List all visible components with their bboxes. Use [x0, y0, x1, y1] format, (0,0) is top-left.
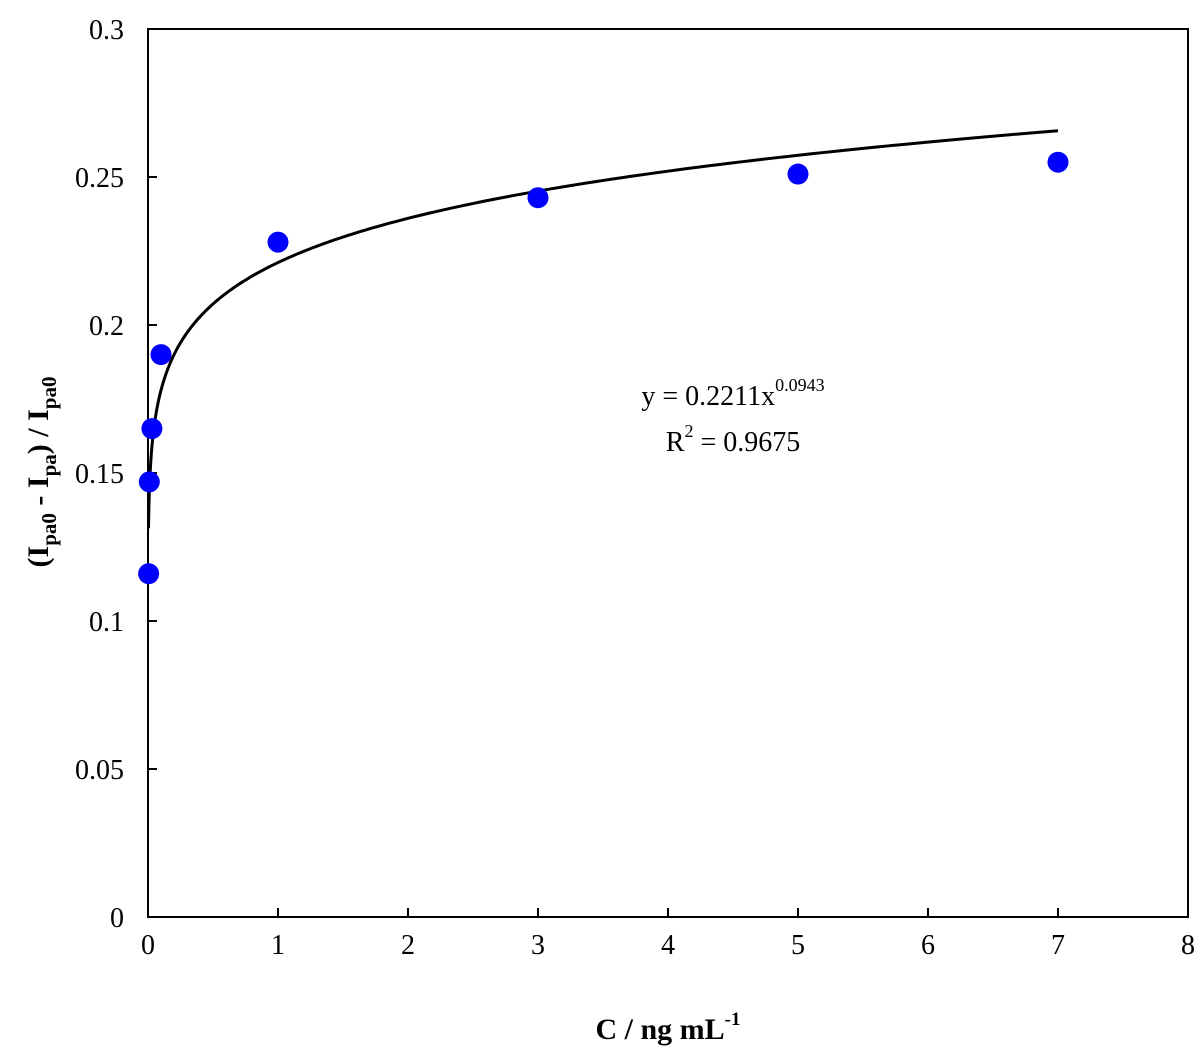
power-trendline	[147, 129, 1059, 529]
data-point	[787, 163, 809, 185]
data-point	[150, 344, 172, 366]
x-tick-label: 0	[141, 930, 155, 961]
y-tick-label: 0.05	[75, 755, 124, 786]
x-axis-title: C / ng mL-1	[595, 1009, 740, 1046]
data-point	[267, 231, 289, 253]
x-tick-label: 4	[661, 930, 675, 961]
y-axis-title: (Ipa0 - Ipa) / Ipa0	[22, 377, 61, 568]
plot-area	[147, 28, 1189, 918]
data-point	[527, 187, 549, 209]
y-tick-label: 0.25	[75, 163, 124, 194]
trendline-group	[147, 129, 1059, 529]
data-point	[1047, 151, 1069, 173]
data-point	[141, 418, 163, 440]
x-axis-ticks: 0 1 2 3 4 5 6 7 8	[141, 908, 1195, 961]
y-tick-label: 0.1	[89, 607, 124, 638]
y-tick-label: 0.3	[89, 15, 124, 46]
y-tick-label: 0.2	[89, 311, 124, 342]
data-points	[138, 151, 1069, 585]
data-point	[138, 563, 160, 585]
r-squared-label: R2 = 0.9675	[666, 421, 800, 458]
x-tick-label: 6	[921, 930, 935, 961]
trendline-equation: y = 0.2211x0.0943	[641, 375, 824, 412]
x-tick-label: 1	[271, 930, 285, 961]
data-point	[138, 471, 160, 493]
y-axis-ticks: 0 0.05 0.1 0.15 0.2 0.25 0.3	[75, 15, 157, 934]
x-tick-label: 5	[791, 930, 805, 961]
x-tick-label: 2	[401, 930, 415, 961]
y-tick-label: 0	[110, 903, 124, 934]
plot-border	[147, 28, 1189, 918]
x-tick-label: 7	[1051, 930, 1065, 961]
y-tick-label: 0.15	[75, 459, 124, 490]
x-tick-label: 3	[531, 930, 545, 961]
x-tick-label: 8	[1181, 930, 1195, 961]
